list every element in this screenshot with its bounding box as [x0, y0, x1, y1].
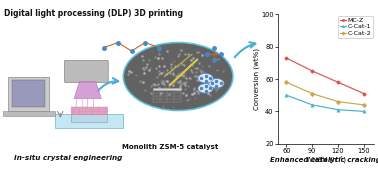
FancyBboxPatch shape — [64, 60, 108, 82]
MC-Z — [362, 92, 366, 95]
Polygon shape — [74, 82, 101, 99]
Text: Monolith ZSM-5 catalyst: Monolith ZSM-5 catalyst — [122, 144, 218, 150]
Polygon shape — [12, 80, 45, 107]
C-Cat-1 — [336, 109, 340, 111]
C-Cat-2 — [310, 92, 314, 95]
Polygon shape — [71, 114, 107, 122]
Y-axis label: Conversion (wt%): Conversion (wt%) — [253, 48, 260, 110]
Polygon shape — [71, 107, 107, 114]
Line: C-Cat-2: C-Cat-2 — [285, 81, 366, 107]
MC-Z — [310, 70, 314, 72]
Polygon shape — [55, 114, 123, 128]
C-Cat-1 — [284, 94, 289, 96]
Polygon shape — [153, 88, 181, 90]
X-axis label: WHSV (h⁻¹): WHSV (h⁻¹) — [306, 156, 346, 163]
Ellipse shape — [123, 42, 233, 110]
Line: C-Cat-1: C-Cat-1 — [285, 94, 366, 113]
Circle shape — [198, 73, 213, 83]
Polygon shape — [8, 76, 49, 110]
C-Cat-2 — [362, 104, 366, 106]
MC-Z — [284, 57, 289, 59]
Text: Digital light processing (DLP) 3D printing: Digital light processing (DLP) 3D printi… — [4, 8, 183, 18]
C-Cat-1 — [310, 104, 314, 106]
MC-Z — [336, 81, 340, 83]
Legend: MC-Z, C-Cat-1, C-Cat-2: MC-Z, C-Cat-1, C-Cat-2 — [338, 16, 373, 38]
Text: Enhanced catalytic cracking: Enhanced catalytic cracking — [271, 157, 378, 163]
Circle shape — [198, 84, 213, 93]
Circle shape — [209, 79, 224, 88]
C-Cat-1 — [362, 110, 366, 112]
C-Cat-2 — [336, 101, 340, 103]
Text: In-situ crystal engineering: In-situ crystal engineering — [14, 155, 122, 161]
C-Cat-2 — [284, 81, 289, 83]
Line: MC-Z: MC-Z — [285, 56, 366, 95]
Polygon shape — [3, 110, 55, 116]
